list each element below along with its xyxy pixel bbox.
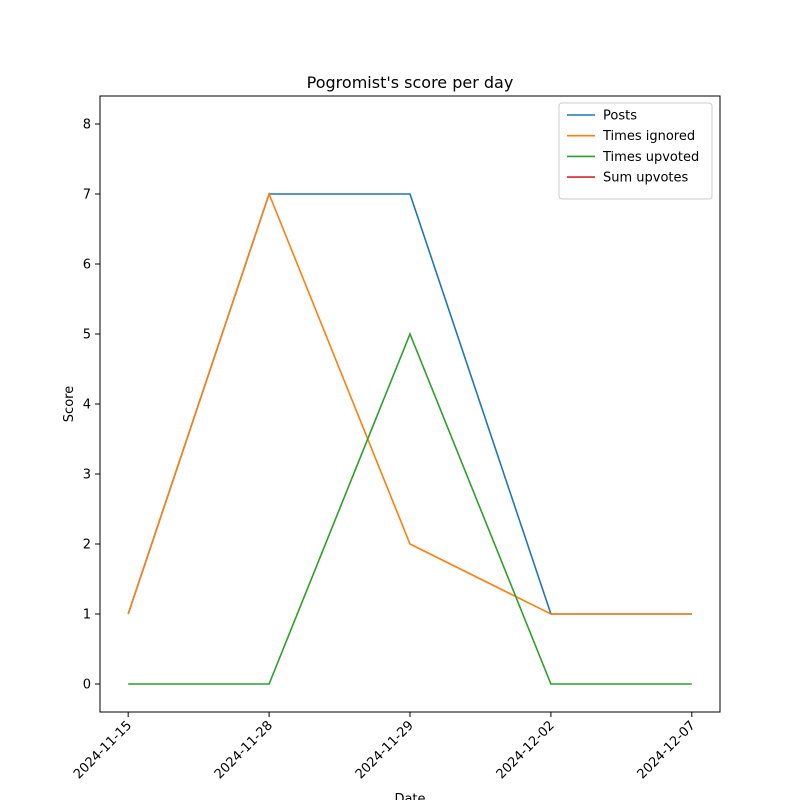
y-tick-label: 7: [83, 188, 91, 203]
legend-label: Times ignored: [602, 129, 695, 144]
y-tick-label: 3: [83, 468, 91, 483]
chart-title: Pogromist's score per day: [307, 73, 514, 92]
x-tick-label: 2024-12-07: [635, 718, 699, 782]
y-axis-label: Score: [62, 386, 77, 422]
x-tick-label: 2024-12-02: [494, 718, 558, 782]
legend-label: Posts: [603, 109, 637, 124]
line: [127, 191, 692, 615]
legend-box: [558, 102, 713, 200]
x-tick-label: 2024-11-29: [353, 718, 417, 782]
line: [127, 193, 692, 615]
y-tick-label: 5: [83, 328, 91, 343]
x-axis-label: Date: [394, 792, 425, 800]
legend-label: Sum upvotes: [603, 171, 689, 186]
plot-frame: [99, 95, 721, 713]
y-tick-label: 1: [83, 608, 91, 623]
y-tick-label: 0: [83, 678, 91, 693]
legend-label: Times upvoted: [602, 150, 699, 165]
line: [128, 331, 692, 685]
y-tick-label: 4: [83, 398, 91, 413]
y-tick-label: 6: [83, 258, 91, 273]
x-tick-label: 2024-11-28: [212, 718, 276, 782]
y-tick-label: 8: [83, 118, 91, 133]
y-tick-label: 2: [83, 538, 91, 553]
x-tick-label: 2024-11-15: [71, 718, 135, 782]
